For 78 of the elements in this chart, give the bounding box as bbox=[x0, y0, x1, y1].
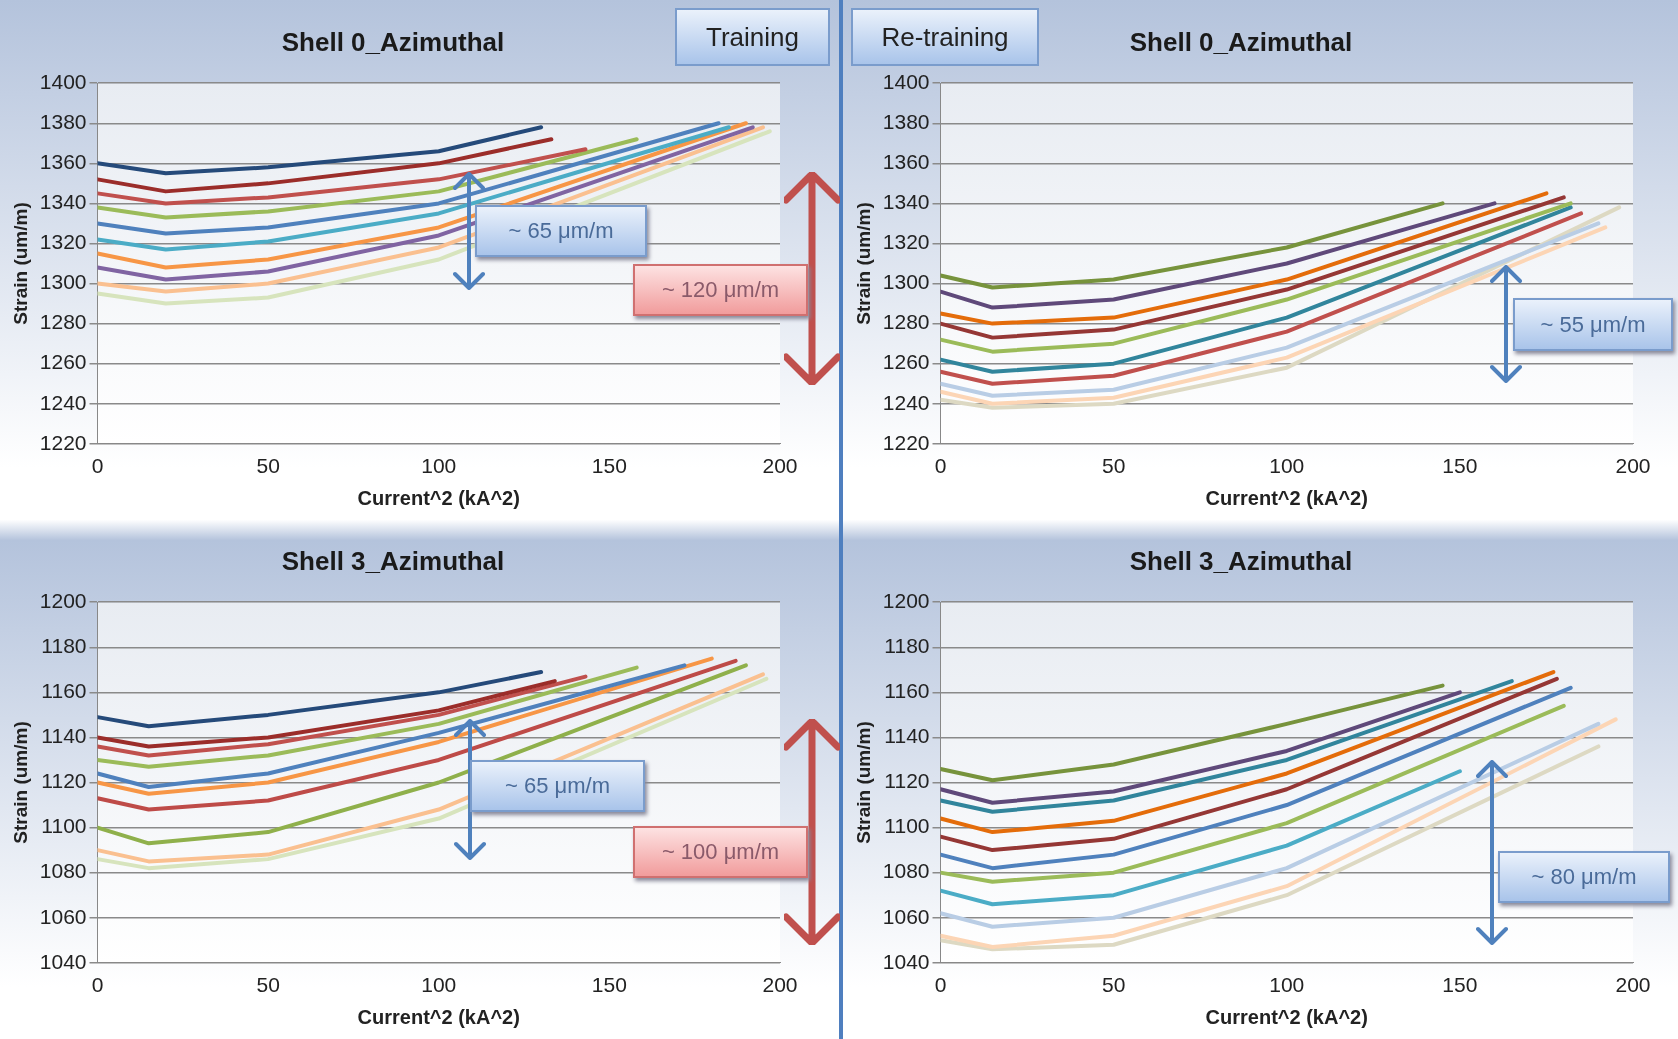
annotation: ~ 120 μm/m bbox=[633, 264, 808, 316]
y-tick-label: 1120 bbox=[884, 769, 930, 793]
y-tick-label: 1160 bbox=[41, 679, 87, 703]
x-tick-label: 150 bbox=[1442, 973, 1478, 997]
y-tick-label: 1100 bbox=[41, 814, 87, 838]
x-tick-label: 0 bbox=[91, 454, 104, 478]
y-axis-title: Strain (um/m) bbox=[9, 202, 31, 325]
x-tick-label: 150 bbox=[591, 454, 627, 478]
y-tick-label: 1340 bbox=[882, 190, 930, 214]
x-tick-label: 50 bbox=[1101, 973, 1126, 997]
text: Training bbox=[675, 8, 830, 66]
y-tick-label: 1060 bbox=[882, 904, 930, 928]
y-tick-label: 1320 bbox=[882, 230, 930, 254]
x-tick-label: 200 bbox=[762, 454, 798, 478]
y-tick-label: 1140 bbox=[41, 724, 87, 748]
y-tick-label: 1300 bbox=[39, 270, 87, 294]
x-tick-label: 50 bbox=[1101, 454, 1126, 478]
y-tick-label: 1400 bbox=[882, 70, 930, 93]
y-tick-label: 1260 bbox=[882, 350, 930, 374]
y-tick-label: 1200 bbox=[39, 589, 87, 612]
annotation: ~ 100 μm/m bbox=[633, 826, 808, 878]
y-tick-label: 1240 bbox=[882, 390, 930, 414]
x-tick-label: 100 bbox=[421, 454, 457, 478]
x-tick-label: 200 bbox=[1615, 454, 1651, 478]
x-tick-label: 150 bbox=[591, 973, 627, 997]
x-tick-label: 100 bbox=[1269, 973, 1305, 997]
x-tick-label: 0 bbox=[934, 454, 947, 478]
y-tick-label: 1180 bbox=[41, 634, 87, 658]
y-axis-title: Strain (um/m) bbox=[852, 202, 874, 325]
annotation: ~ 80 μm/m bbox=[1498, 851, 1670, 903]
annotation: ~ 65 μm/m bbox=[475, 205, 647, 257]
y-tick-label: 1140 bbox=[884, 724, 930, 748]
x-tick-label: 100 bbox=[421, 973, 457, 997]
y-tick-label: 1260 bbox=[39, 350, 87, 374]
annotation: ~ 55 μm/m bbox=[1513, 298, 1673, 351]
chart-title: Shell 3_Azimuthal bbox=[1129, 545, 1353, 576]
y-tick-label: 1360 bbox=[882, 150, 930, 174]
y-tick-label: 1380 bbox=[882, 110, 930, 134]
x-axis-title: Current^2 (kA^2) bbox=[357, 1005, 520, 1028]
y-tick-label: 1040 bbox=[39, 949, 87, 973]
y-axis-title: Strain (um/m) bbox=[852, 721, 874, 844]
y-tick-label: 1320 bbox=[39, 230, 87, 254]
y-tick-label: 1300 bbox=[882, 270, 930, 294]
y-tick-label: 1280 bbox=[39, 310, 87, 334]
x-tick-label: 0 bbox=[91, 973, 104, 997]
x-tick-label: 0 bbox=[934, 973, 947, 997]
y-tick-label: 1040 bbox=[882, 949, 930, 973]
y-tick-label: 1400 bbox=[39, 70, 87, 93]
y-tick-label: 1240 bbox=[39, 390, 87, 414]
y-tick-label: 1360 bbox=[39, 150, 87, 174]
x-axis-title: Current^2 (kA^2) bbox=[357, 486, 520, 509]
y-tick-label: 1100 bbox=[884, 814, 930, 838]
y-tick-label: 1340 bbox=[39, 190, 87, 214]
y-tick-label: 1080 bbox=[882, 859, 930, 883]
y-axis-title: Strain (um/m) bbox=[9, 721, 31, 844]
y-tick-label: 1080 bbox=[39, 859, 87, 883]
chart-title: Shell 0_Azimuthal bbox=[281, 26, 505, 57]
y-tick-label: 1120 bbox=[41, 769, 87, 793]
y-tick-label: 1060 bbox=[39, 904, 87, 928]
x-tick-label: 200 bbox=[1615, 973, 1651, 997]
y-tick-label: 1200 bbox=[882, 589, 930, 612]
x-tick-label: 150 bbox=[1442, 454, 1478, 478]
x-tick-label: 200 bbox=[762, 973, 798, 997]
y-tick-label: 1380 bbox=[39, 110, 87, 134]
x-axis-title: Current^2 (kA^2) bbox=[1205, 486, 1368, 509]
x-tick-label: 100 bbox=[1269, 454, 1305, 478]
x-tick-label: 50 bbox=[256, 973, 280, 997]
y-tick-label: 1280 bbox=[882, 310, 930, 334]
y-tick-label: 1180 bbox=[884, 634, 930, 658]
x-tick-label: 50 bbox=[256, 454, 280, 478]
annotation: ~ 65 μm/m bbox=[470, 760, 645, 812]
y-tick-label: 1220 bbox=[39, 430, 87, 454]
chart-title: Shell 0_Azimuthal bbox=[1129, 26, 1353, 57]
y-tick-label: 1160 bbox=[884, 679, 930, 703]
x-axis-title: Current^2 (kA^2) bbox=[1205, 1005, 1368, 1028]
chart-title: Shell 3_Azimuthal bbox=[281, 545, 505, 576]
y-tick-label: 1220 bbox=[882, 430, 930, 454]
text: Re-training bbox=[851, 8, 1039, 66]
